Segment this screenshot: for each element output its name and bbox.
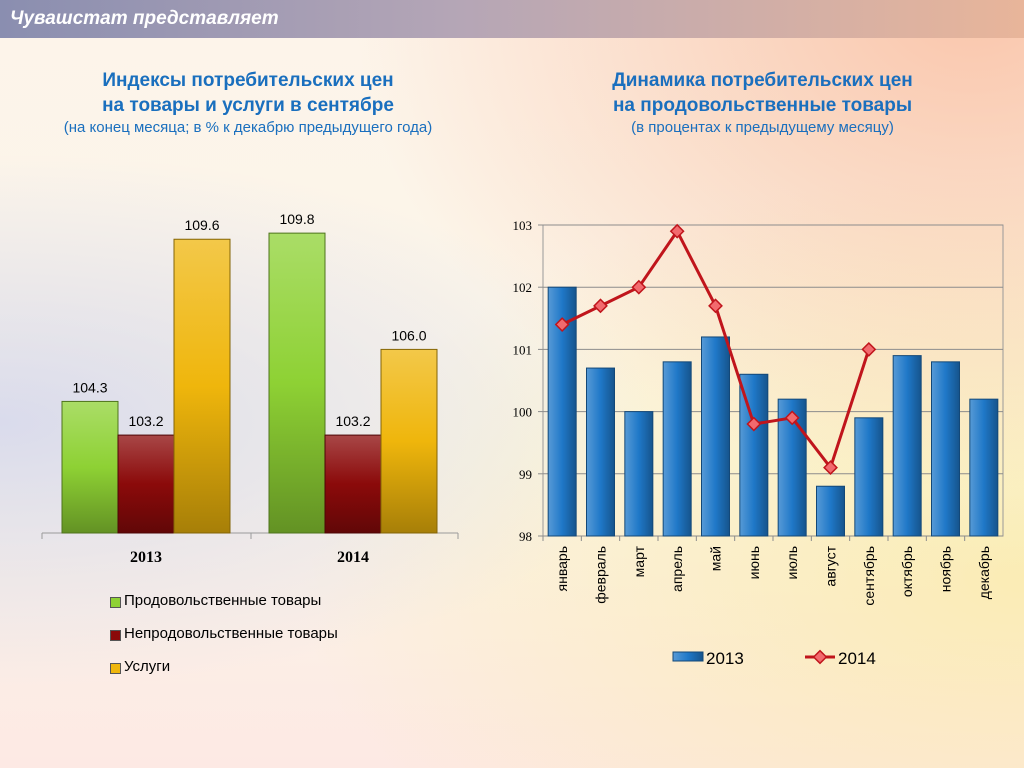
point-2014-сентябрь (861, 341, 877, 357)
legend-swatch-2013 (672, 651, 704, 662)
y-tick-label: 98 (519, 529, 532, 544)
bar-2013-март (624, 411, 654, 537)
y-tick-label: 99 (519, 467, 532, 482)
bar-2013-апрель (662, 361, 692, 537)
bar-2014-series-2 (324, 434, 382, 534)
point-2014-май (708, 298, 723, 314)
point-2014-февраль (593, 298, 608, 314)
x-category-label: сентябрь (861, 546, 877, 606)
x-category-label: декабрь (976, 546, 992, 599)
bar-2014-series-1 (268, 232, 326, 534)
point-2014-январь (554, 317, 570, 332)
bar-2013-октябрь (892, 355, 922, 537)
bar-value-label: 103.2 (335, 413, 370, 429)
point-2014-июль (784, 410, 800, 426)
left-bar-chart: 104.3 103.2 109.6 2013 109.8 103.2 106.0 2014 (41, 211, 459, 566)
x-category-label: ноябрь (938, 546, 954, 592)
bar-2013-series-3 (173, 238, 231, 534)
point-2014-июнь (746, 416, 762, 432)
bar-value-label: 104.3 (72, 379, 107, 395)
y-tick-label: 100 (513, 405, 533, 420)
left-chart-subtitle: (на конец месяца; в % к декабрю предыдущ… (63, 119, 433, 136)
left-chart-title-line2: на товары и услуги в сентябре (102, 95, 394, 116)
x-category-label: 2014 (337, 549, 369, 566)
right-chart-subtitle: (в процентах к предыдущему месяцу) (631, 119, 894, 136)
x-category-label: май (708, 546, 724, 571)
legend-label-services: Услуги (124, 658, 171, 675)
header-title: Чувашстат представляет (10, 8, 279, 29)
x-category-label: июль (784, 546, 800, 579)
y-tick-label: 102 (513, 280, 533, 295)
x-category-label: январь (554, 546, 570, 591)
right-chart-title-line1: Динамика потребительских цен (612, 70, 913, 91)
bar-2013-декабрь (969, 398, 999, 537)
bar-2013-series-1 (61, 400, 119, 534)
bar-2013-series-2 (117, 434, 175, 534)
legend-label-food: Продовольственные товары (124, 592, 322, 609)
bar-2014-series-3 (380, 348, 438, 534)
left-chart-title-line1: Индексы потребительских цен (102, 70, 394, 91)
right-chart-title-line2: на продовольственные товары (612, 95, 913, 116)
y-tick-label: 103 (513, 218, 533, 233)
x-category-label: март (631, 545, 647, 577)
point-2014-апрель (669, 223, 685, 239)
header-bar (0, 0, 1024, 38)
legend-label-2013: 2013 (706, 649, 744, 668)
right-chart-heading: Динамика потребительских цен на продовол… (505, 68, 1020, 138)
legend-label-nonfood: Непродовольственные товары (124, 625, 338, 642)
bar-2013-февраль (586, 367, 615, 537)
bar-value-label: 109.6 (184, 217, 219, 233)
bar-value-label: 106.0 (391, 327, 426, 343)
x-category-label: февраль (593, 546, 609, 604)
bar-2013-август (816, 485, 845, 537)
x-category-label: июнь (746, 546, 762, 579)
bar-2013-май (701, 336, 730, 537)
legend-label-2014: 2014 (838, 649, 876, 668)
bar-value-label: 103.2 (128, 413, 163, 429)
x-category-label: октябрь (899, 546, 915, 597)
bar-value-label: 109.8 (279, 211, 314, 227)
bar-2013-сентябрь (854, 417, 884, 537)
x-category-label: август (823, 545, 839, 586)
x-category-label: 2013 (130, 549, 162, 566)
point-2014-март (631, 279, 647, 295)
bar-2013-июнь (739, 373, 769, 537)
x-category-label: апрель (669, 546, 685, 592)
point-2014-август (823, 460, 838, 476)
legend-swatch-food (110, 597, 121, 608)
legend-swatch-services (110, 663, 121, 674)
legend-swatch-nonfood (110, 630, 121, 641)
bar-2013-ноябрь (931, 361, 960, 537)
left-chart-heading: Индексы потребительских цен на товары и … (0, 68, 496, 138)
y-tick-label: 101 (513, 342, 533, 357)
legend-marker-2014 (812, 649, 828, 665)
